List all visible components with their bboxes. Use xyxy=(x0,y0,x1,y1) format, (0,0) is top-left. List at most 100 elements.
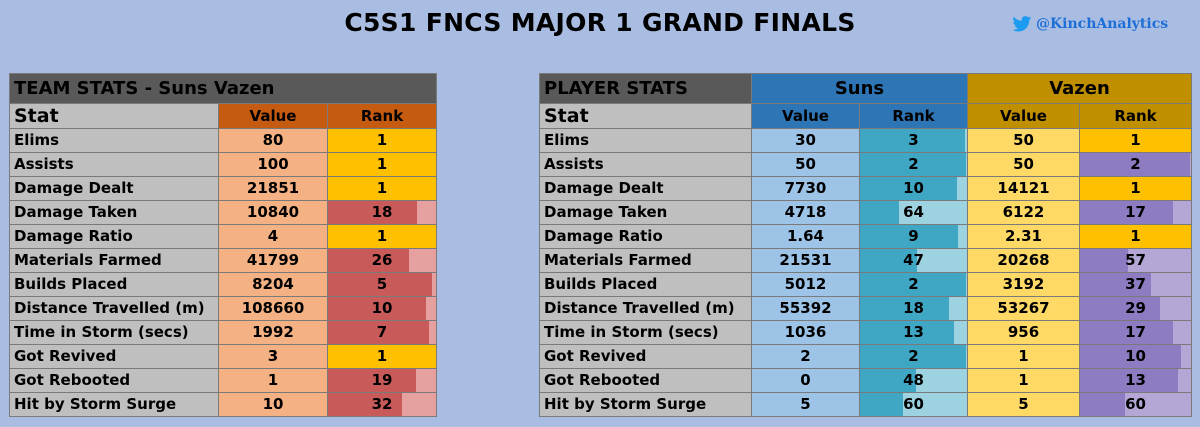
team-rank-text: 26 xyxy=(371,251,393,269)
player2-rank-text: 1 xyxy=(1130,227,1141,245)
player2-value: 956 xyxy=(967,320,1080,345)
player2-col-rank: Rank xyxy=(1079,103,1192,129)
stat-name: Elims xyxy=(539,128,752,153)
stat-name: Damage Taken xyxy=(539,200,752,225)
stat-name: Damage Dealt xyxy=(9,176,219,201)
stat-name: Got Rebooted xyxy=(9,368,219,393)
player2-rank-text: 60 xyxy=(1125,395,1146,413)
player1-value: 21531 xyxy=(751,248,860,273)
stat-name: Builds Placed xyxy=(539,272,752,297)
player2-header: Vazen xyxy=(967,73,1192,104)
stat-name: Got Revived xyxy=(539,344,752,369)
player2-rank: 60 xyxy=(1079,392,1192,417)
player1-rank-bar xyxy=(860,153,966,176)
team-rank: 1 xyxy=(326,344,438,369)
player1-rank-bar xyxy=(860,393,904,416)
team-rank: 1 xyxy=(326,224,438,249)
stat-name: Distance Travelled (m) xyxy=(9,296,219,321)
player1-rank: 60 xyxy=(859,392,968,417)
stat-name: Time in Storm (secs) xyxy=(9,320,219,345)
player1-value: 1036 xyxy=(751,320,860,345)
player2-value: 50 xyxy=(967,128,1080,153)
player2-rank: 1 xyxy=(1079,176,1192,201)
player1-value: 55392 xyxy=(751,296,860,321)
team-rank: 32 xyxy=(326,392,438,417)
player2-value: 1 xyxy=(967,368,1080,393)
player1-rank: 2 xyxy=(859,272,968,297)
player2-rank-text: 17 xyxy=(1125,323,1146,341)
team-rank: 1 xyxy=(326,176,438,201)
team-stats-header: TEAM STATS - Suns Vazen xyxy=(8,73,438,104)
table-row: Got Revived 2 2 1 10 xyxy=(539,344,1192,369)
player2-rank-text: 57 xyxy=(1125,251,1146,269)
table-row: Time in Storm (secs) 1036 13 956 17 xyxy=(539,320,1192,345)
team-rank-bar xyxy=(328,273,432,296)
team-value: 1992 xyxy=(218,320,328,345)
stat-name: Damage Ratio xyxy=(539,224,752,249)
player2-rank: 17 xyxy=(1079,200,1192,225)
player1-rank-text: 9 xyxy=(908,227,919,245)
team-rank-bar xyxy=(328,201,418,224)
team-rank-bar xyxy=(328,321,430,344)
team-rank-text: 5 xyxy=(376,275,388,293)
player2-rank-bar xyxy=(1080,297,1160,320)
table-row: Got Rebooted 0 48 1 13 xyxy=(539,368,1192,393)
team-rank: 5 xyxy=(326,272,438,297)
team-rank-text: 19 xyxy=(371,371,393,389)
player1-col-value: Value xyxy=(751,103,860,129)
table-row: Materials Farmed 21531 47 20268 57 xyxy=(539,248,1192,273)
player2-rank-text: 10 xyxy=(1125,347,1146,365)
player1-rank-bar xyxy=(860,369,917,392)
team-rank-text: 1 xyxy=(376,347,388,365)
team-rank: 26 xyxy=(326,248,438,273)
team-rank: 18 xyxy=(326,200,438,225)
twitter-handle[interactable]: @KinchAnalytics xyxy=(1012,16,1168,32)
player2-value: 2.31 xyxy=(967,224,1080,249)
team-rank-text: 7 xyxy=(376,323,388,341)
player2-value: 14121 xyxy=(967,176,1080,201)
table-row: Damage Ratio 4 1 xyxy=(9,224,438,249)
player2-rank-bar xyxy=(1080,321,1174,344)
player1-rank: 2 xyxy=(859,344,968,369)
stat-name: Assists xyxy=(539,152,752,177)
team-rank: 7 xyxy=(326,320,438,345)
team-value: 8204 xyxy=(218,272,328,297)
stat-name: Builds Placed xyxy=(9,272,219,297)
team-rank-text: 18 xyxy=(371,203,393,221)
team-column-header-row: Stat Value Rank xyxy=(9,103,438,129)
table-row: Got Revived 3 1 xyxy=(9,344,438,369)
player1-header: Suns xyxy=(751,73,968,104)
table-row: Builds Placed 8204 5 xyxy=(9,272,438,297)
stat-name: Hit by Storm Surge xyxy=(9,392,219,417)
stat-name: Assists xyxy=(9,152,219,177)
table-row: Materials Farmed 41799 26 xyxy=(9,248,438,273)
team-rank: 10 xyxy=(326,296,438,321)
player-col-stat: Stat xyxy=(539,103,752,129)
player2-rank-bar xyxy=(1080,393,1125,416)
player1-rank-text: 48 xyxy=(903,371,924,389)
table-row: Got Rebooted 1 19 xyxy=(9,368,438,393)
player2-value: 50 xyxy=(967,152,1080,177)
player2-value: 3192 xyxy=(967,272,1080,297)
player1-value: 2 xyxy=(751,344,860,369)
player1-rank-text: 2 xyxy=(908,155,919,173)
player2-rank: 29 xyxy=(1079,296,1192,321)
player2-rank-bar xyxy=(1080,369,1178,392)
player1-rank-text: 3 xyxy=(908,131,919,149)
player1-rank-bar xyxy=(860,177,958,200)
stat-name: Distance Travelled (m) xyxy=(539,296,752,321)
player1-col-rank: Rank xyxy=(859,103,968,129)
team-rank-bar xyxy=(328,369,417,392)
stat-name: Damage Taken xyxy=(9,200,219,225)
player2-rank-bar xyxy=(1080,345,1181,368)
team-rank: 1 xyxy=(326,152,438,177)
team-col-value: Value xyxy=(218,103,328,129)
player1-rank-text: 47 xyxy=(903,251,924,269)
table-row: Damage Ratio 1.64 9 2.31 1 xyxy=(539,224,1192,249)
player2-value: 53267 xyxy=(967,296,1080,321)
player2-rank: 13 xyxy=(1079,368,1192,393)
player1-rank-bar xyxy=(860,201,899,224)
table-row: Elims 80 1 xyxy=(9,128,438,153)
player1-value: 7730 xyxy=(751,176,860,201)
player2-rank-bar xyxy=(1080,201,1174,224)
